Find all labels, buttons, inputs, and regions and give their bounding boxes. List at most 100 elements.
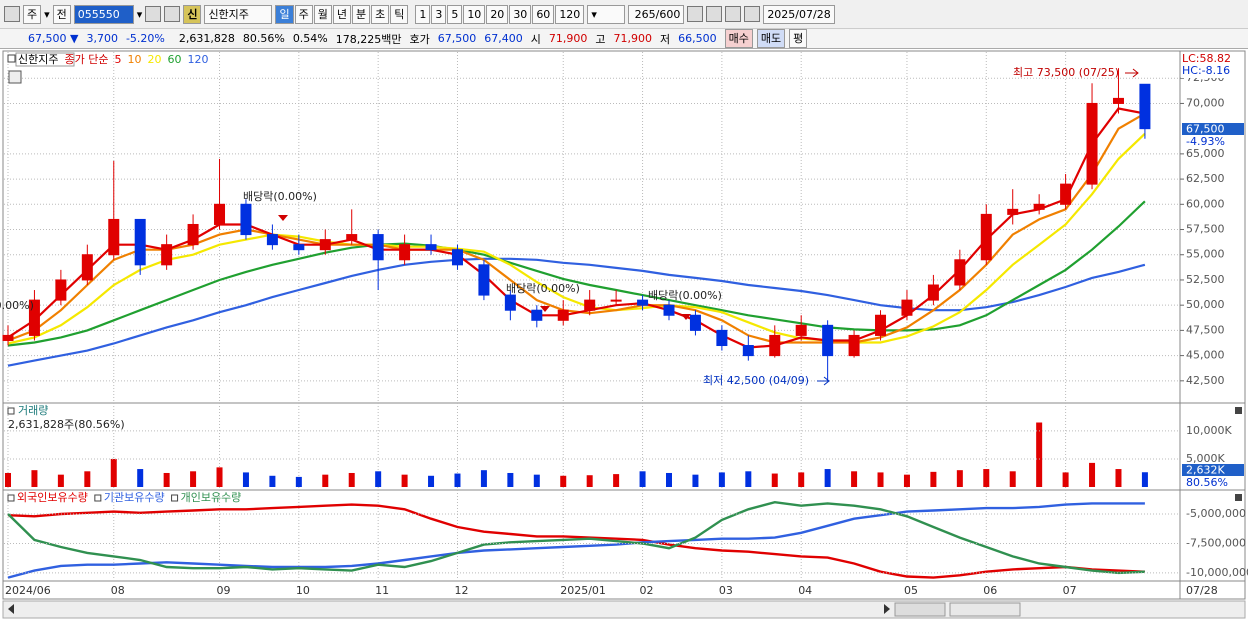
candle-body	[954, 259, 966, 286]
scroll-left[interactable]	[8, 604, 14, 614]
volume-bar	[163, 472, 170, 487]
x-tick-label: 05	[904, 584, 918, 597]
candle-body	[187, 223, 199, 246]
candle-body	[478, 264, 490, 296]
dividend-marker	[278, 215, 288, 221]
volume-bar	[269, 475, 276, 487]
volume-bar	[137, 469, 144, 487]
legend-icon	[171, 494, 179, 502]
interval-button[interactable]: 30	[509, 4, 532, 24]
candle-body	[161, 244, 173, 266]
x-tick-label: 06	[983, 584, 997, 597]
zoom-slider[interactable]	[949, 602, 1021, 617]
button[interactable]: 전	[52, 4, 71, 24]
y-tick-label: 62,500	[1186, 172, 1225, 185]
y-tick-label: -10,000,000	[1186, 566, 1248, 579]
volume-bar	[745, 471, 752, 487]
rs-bg	[1181, 52, 1244, 78]
buy-button[interactable]: 매수	[724, 29, 753, 48]
tool-strip[interactable]	[1028, 603, 1244, 616]
volume-bar	[84, 471, 91, 487]
interval-button[interactable]: 10	[463, 4, 486, 24]
amount: 178,225백만	[335, 32, 402, 46]
interval-button[interactable]: 20	[486, 4, 509, 24]
volume-bar	[983, 469, 990, 487]
combo[interactable]: ▾	[587, 4, 626, 24]
turnover: 0.54%	[292, 32, 328, 45]
candle-body	[81, 254, 93, 281]
volume-bar	[322, 474, 329, 487]
x-tick-label: 12	[454, 584, 468, 597]
candle-body	[504, 294, 516, 311]
period-button[interactable]: 분	[351, 4, 371, 24]
ask: 67,500	[437, 32, 477, 45]
volume-bar	[930, 471, 937, 487]
period-button[interactable]: 주	[294, 4, 313, 24]
frame	[2, 50, 1246, 600]
label: 시	[530, 32, 541, 46]
icon[interactable]	[4, 6, 20, 22]
x-tick-label: 2024/06	[5, 584, 51, 597]
volume-bar	[110, 458, 117, 487]
y-tick-label: 10,000K	[1186, 424, 1232, 437]
annotation-arrow	[1125, 68, 1139, 78]
candle-body	[822, 324, 834, 357]
legend-entry: 120	[187, 53, 208, 66]
date-input[interactable]: 2025/07/28	[763, 4, 835, 24]
tool[interactable]	[687, 6, 704, 22]
period-button[interactable]: 년	[332, 4, 351, 24]
candle-body	[1139, 83, 1151, 130]
period-button[interactable]: 초	[371, 4, 390, 24]
scroll-controls[interactable]	[894, 602, 946, 617]
tool[interactable]	[706, 6, 723, 22]
annotation-dividend: 배당락(0.00%)	[648, 289, 722, 302]
period-button[interactable]: 일	[275, 4, 294, 24]
scroll-right[interactable]	[884, 604, 890, 614]
candle-body	[1060, 183, 1072, 205]
button[interactable]: 주	[23, 4, 42, 24]
count: 265	[634, 7, 656, 21]
volume-bar	[428, 475, 435, 487]
count-max: /600	[655, 7, 681, 21]
dropdown[interactable]: ▾	[44, 7, 50, 21]
interval-button[interactable]: 5	[447, 4, 463, 24]
volume-bar	[401, 474, 408, 487]
settings[interactable]	[744, 6, 761, 22]
volume-bar	[348, 472, 355, 487]
sell-button[interactable]: 매도	[756, 29, 786, 48]
y-tick-label: -7,500,000	[1186, 536, 1246, 549]
volume-bar	[31, 470, 38, 487]
volume-bar	[1062, 472, 1069, 487]
holding-line	[7, 503, 1145, 579]
volume-bar	[851, 471, 858, 487]
candle-body	[1033, 203, 1045, 210]
dropdown[interactable]: ▾	[136, 7, 143, 21]
interval-button[interactable]: 60	[532, 4, 555, 24]
open: 71,900	[548, 32, 588, 45]
eval-button[interactable]: 평	[789, 29, 808, 48]
save[interactable]	[725, 6, 742, 22]
interval-button[interactable]: 1	[415, 4, 431, 24]
low: 66,500	[678, 32, 717, 45]
candle-body	[1007, 208, 1019, 215]
candle-body	[399, 244, 411, 261]
change: 3,700	[86, 32, 118, 45]
interval-button[interactable]: 3	[431, 4, 447, 24]
code-input[interactable]: 055550	[73, 4, 134, 24]
sound[interactable]	[164, 6, 181, 22]
x-tick-label: 02	[640, 584, 654, 597]
candle-body	[610, 299, 622, 302]
annotation-low: 최저 42,500 (04/09)	[703, 374, 809, 387]
stock-name[interactable]: 신한지주	[204, 4, 273, 24]
last-price-label: 67,500	[1186, 123, 1225, 136]
interval-button[interactable]: 120	[555, 4, 585, 24]
volume-bar	[877, 472, 884, 487]
period-button[interactable]: 월	[313, 4, 332, 24]
search[interactable]	[145, 6, 162, 22]
y-tick-label: 70,000	[1186, 96, 1225, 109]
period-button[interactable]: 틱	[390, 4, 409, 24]
y-tick-label: 50,000	[1186, 298, 1225, 311]
candle-body	[108, 218, 120, 256]
legend-icon	[94, 494, 102, 502]
